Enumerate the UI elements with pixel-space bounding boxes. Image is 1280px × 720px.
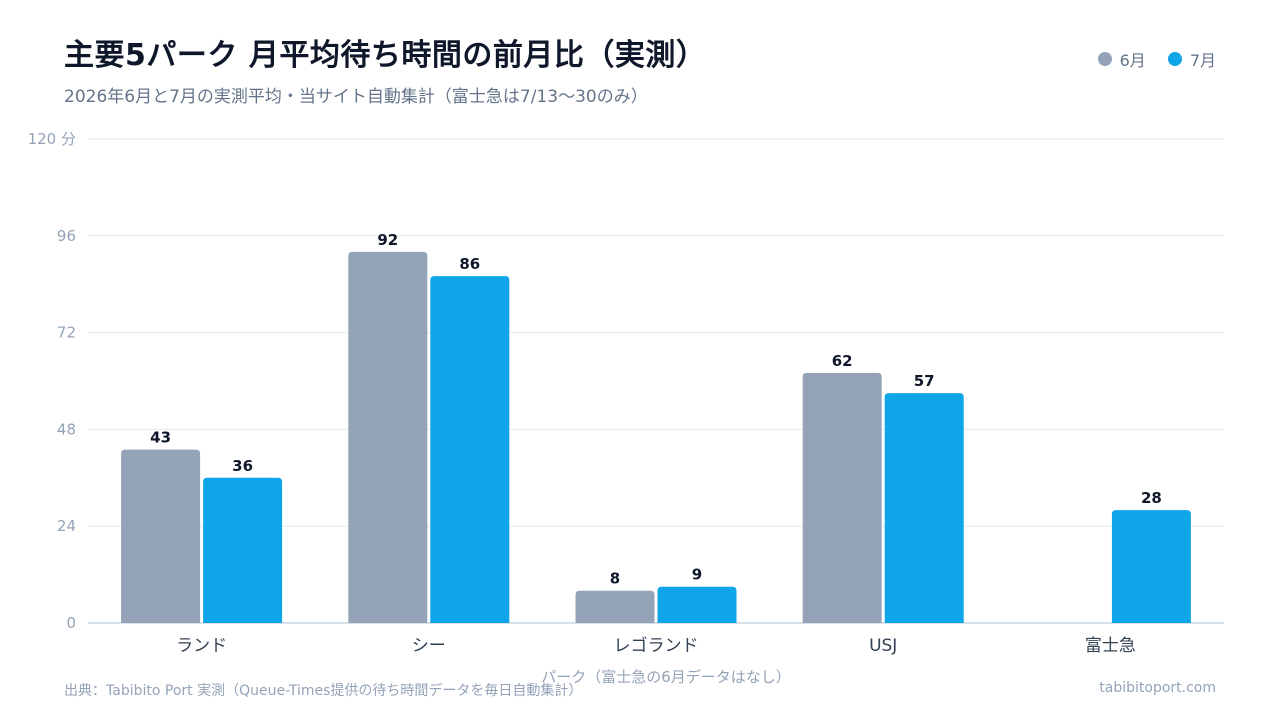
legend: 6月 7月	[1097, 47, 1216, 71]
data-label: 9	[692, 566, 702, 584]
legend-item-june: 6月	[1097, 47, 1146, 71]
y-tick-label: 96	[57, 227, 76, 245]
x-axis-title: パーク（富士急の6月データはなし）	[541, 668, 791, 686]
data-label: 62	[832, 352, 853, 370]
bar	[802, 372, 882, 623]
y-tick-label: 24	[57, 517, 76, 535]
x-tick-label: ランド	[176, 636, 227, 656]
chart-subtitle: 2026年6月と7月の実測平均・当サイト自動集計（富士急は7/13〜30のみ）	[64, 87, 648, 107]
data-label: 92	[377, 231, 398, 249]
y-tick-label: 72	[57, 324, 76, 342]
y-tick-label: 48	[57, 420, 76, 438]
bar	[348, 251, 428, 623]
x-tick-label: シー	[412, 636, 446, 656]
data-label: 86	[459, 255, 480, 273]
data-label: 43	[150, 429, 171, 447]
data-label: 57	[914, 372, 935, 390]
data-label: 8	[610, 570, 620, 588]
legend-label-july: 7月	[1189, 51, 1216, 70]
bar	[884, 393, 964, 623]
bar	[657, 586, 737, 623]
source-note: 出典：Tabibito Port 実測（Queue-Times提供の待ち時間デー…	[64, 683, 583, 699]
bar	[430, 276, 510, 623]
y-tick-label: 120 分	[28, 130, 76, 148]
legend-label-june: 6月	[1119, 51, 1146, 70]
data-label: 28	[1141, 489, 1162, 507]
bar	[575, 590, 655, 623]
x-tick-label: レゴランド	[614, 635, 699, 656]
x-tick-label: 富士急	[1085, 636, 1136, 656]
data-label: 36	[232, 457, 253, 475]
legend-item-july: 7月	[1167, 47, 1216, 71]
site-credit: tabibitoport.com	[1099, 680, 1216, 696]
x-tick-label: USJ	[869, 636, 897, 656]
chart-title: 主要5パーク 月平均待ち時間の前月比（実測）	[64, 38, 707, 73]
bar	[203, 477, 283, 623]
legend-swatch-june	[1097, 52, 1112, 66]
bar	[1111, 510, 1191, 623]
y-tick-label: 0	[66, 614, 76, 632]
legend-swatch-july	[1167, 52, 1182, 66]
bar	[121, 449, 201, 623]
